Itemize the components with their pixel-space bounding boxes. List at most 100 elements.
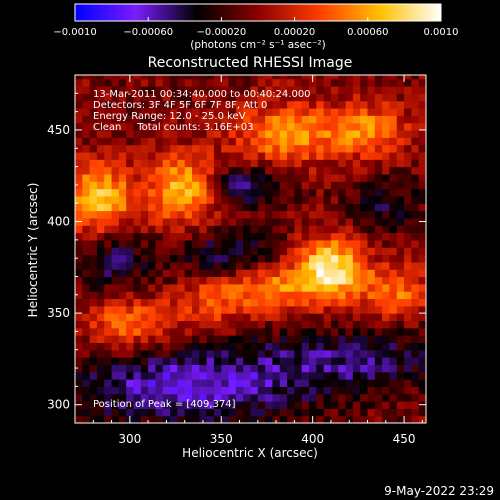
heatmap-cell (360, 269, 369, 278)
heatmap-cell (418, 166, 426, 175)
heatmap-cell (221, 129, 230, 138)
heatmap-cell (140, 166, 149, 175)
heatmap-cell (111, 305, 120, 314)
heatmap-cell (96, 269, 105, 278)
heatmap-cell (192, 100, 200, 109)
heatmap-cell (367, 276, 376, 285)
heatmap-cell (96, 327, 105, 336)
heatmap-cell (75, 195, 83, 204)
heatmap-cell (367, 107, 376, 116)
heatmap-cell (396, 371, 405, 380)
heatmap-cell (96, 173, 105, 182)
heatmap-cell (374, 269, 383, 278)
heatmap-cell (272, 371, 281, 380)
heatmap-cell (338, 203, 347, 212)
heatmap-cell (345, 261, 354, 270)
heatmap-cell (155, 203, 164, 212)
heatmap-cell (396, 93, 405, 102)
heatmap-cell (257, 261, 266, 270)
heatmap-cell (206, 173, 215, 182)
heatmap-cell (382, 379, 391, 387)
heatmap-cell (374, 195, 383, 204)
heatmap-cell (294, 129, 303, 138)
heatmap-cell (345, 335, 354, 344)
heatmap-cell (367, 166, 376, 175)
y-tick-label: 400 (47, 215, 70, 229)
heatmap-cell (396, 188, 405, 197)
heatmap-cell (126, 335, 135, 344)
heatmap-cell (206, 85, 215, 94)
heatmap-cell (199, 210, 208, 219)
heatmap-cell (155, 335, 164, 344)
heatmap-cell (338, 225, 347, 234)
heatmap-cell (148, 349, 157, 358)
heatmap-cell (345, 313, 354, 322)
heatmap-cell (287, 166, 295, 175)
heatmap-cell (411, 144, 420, 153)
heatmap-cell (162, 144, 171, 153)
heatmap-cell (184, 371, 193, 380)
heatmap-cell (411, 93, 420, 102)
heatmap-cell (206, 335, 215, 344)
heatmap-cell (104, 78, 113, 87)
heatmap-cell (265, 166, 274, 175)
heatmap-cell (133, 393, 142, 402)
heatmap-cell (155, 144, 164, 153)
heatmap-cell (287, 181, 295, 190)
heatmap-cell (360, 75, 369, 80)
heatmap-cell (279, 401, 288, 409)
heatmap-cell (382, 291, 391, 300)
heatmap-cell (133, 217, 142, 226)
heatmap-cell (206, 217, 215, 226)
heatmap-cell (257, 188, 266, 197)
heatmap-cell (192, 298, 200, 307)
heatmap-cell (360, 173, 369, 182)
heatmap-cell (294, 415, 303, 423)
heatmap-cell (257, 320, 266, 329)
heatmap-cell (272, 122, 281, 131)
heatmap-cell (235, 122, 244, 131)
heatmap-cell (243, 122, 252, 131)
heatmap-cell (404, 122, 412, 131)
heatmap-cell (177, 78, 186, 87)
heatmap-cell (184, 415, 193, 423)
heatmap-cell (309, 291, 317, 300)
heatmap-cell (111, 408, 120, 417)
heatmap-cell (140, 276, 149, 285)
heatmap-cell (287, 85, 295, 94)
heatmap-cell (82, 357, 91, 365)
heatmap-cell (170, 188, 178, 197)
heatmap-cell (199, 261, 208, 270)
heatmap-cell (235, 298, 244, 307)
heatmap-cell (301, 327, 310, 336)
heatmap-cell (257, 305, 266, 314)
heatmap-cell (404, 349, 412, 358)
heatmap-cell (111, 379, 120, 387)
heatmap-cell (177, 144, 186, 153)
heatmap-cell (360, 210, 369, 219)
heatmap-cell (309, 203, 317, 212)
heatmap-cell (287, 129, 295, 138)
heatmap-cell (279, 305, 288, 314)
heatmap-cell (272, 415, 281, 423)
heatmap-cell (177, 107, 186, 116)
heatmap-cell (345, 379, 354, 387)
heatmap-cell (382, 401, 391, 409)
heatmap-cell (272, 349, 281, 358)
heatmap-cell (155, 291, 164, 300)
heatmap-cell (316, 247, 325, 256)
heatmap-cell (170, 93, 178, 102)
heatmap-cell (213, 225, 222, 234)
heatmap-cell (418, 408, 426, 417)
heatmap-cell (170, 415, 178, 423)
heatmap-cell (309, 254, 317, 263)
heatmap-cell (96, 371, 105, 380)
heatmap-cell (294, 137, 303, 146)
x-axis-label: Heliocentric X (arcsec) (182, 446, 318, 460)
heatmap-cell (89, 100, 98, 109)
heatmap-cell (82, 313, 91, 322)
heatmap-cell (345, 276, 354, 285)
heatmap-cell (162, 107, 171, 116)
heatmap-cell (287, 115, 295, 124)
heatmap-cell (177, 159, 186, 168)
